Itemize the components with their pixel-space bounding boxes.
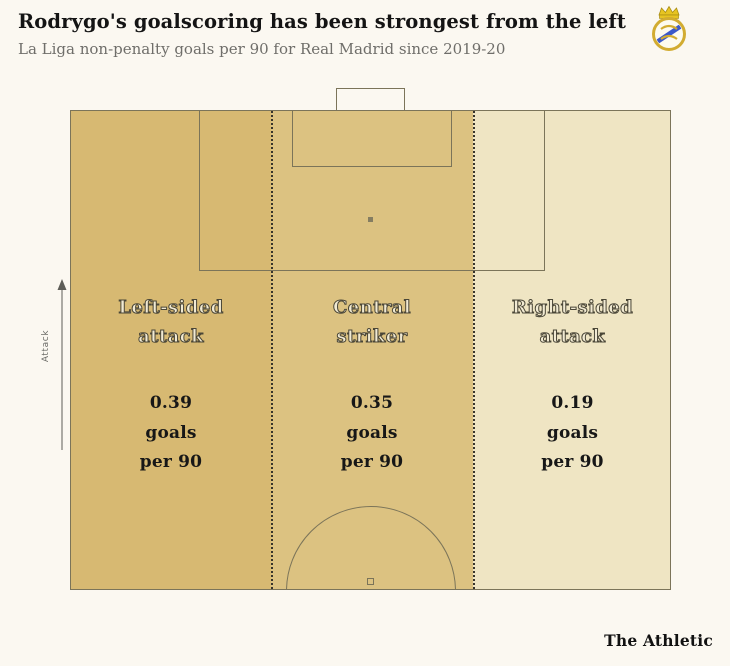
the-athletic-logo: The Athletic <box>604 631 713 650</box>
zone-right-attack: Right-sided attack 0.19 goals per 90 <box>473 111 670 589</box>
zone-center-label-line2: striker <box>336 326 408 348</box>
zone-left-label: Left-sided attack <box>71 293 271 351</box>
zone-right-label: Right-sided attack <box>473 293 670 351</box>
zone-right-value: 0.19 <box>551 393 594 413</box>
zone-center-stats: 0.35 goals per 90 <box>271 389 473 478</box>
center-spot <box>367 578 374 585</box>
zone-divider-right <box>473 111 475 589</box>
zone-divider-left <box>271 111 273 589</box>
zone-right-unit1: goals <box>546 422 599 443</box>
zone-center-label-line1: Central <box>333 297 412 319</box>
attack-direction-arrow-icon <box>57 279 67 450</box>
zone-right-label-line2: attack <box>539 326 606 348</box>
goal-box <box>336 88 405 111</box>
page-subtitle: La Liga non-penalty goals per 90 for Rea… <box>18 40 506 58</box>
zone-left-unit2: per 90 <box>139 452 203 472</box>
zone-right-label-line1: Right-sided <box>511 297 634 319</box>
zone-left-attack: Left-sided attack 0.39 goals per 90 <box>71 111 271 589</box>
real-madrid-crest-icon <box>652 5 686 51</box>
zone-left-unit1: goals <box>145 422 197 443</box>
pitch-field: Left-sided attack 0.39 goals per 90 Cent… <box>70 110 671 590</box>
zone-center-unit1: goals <box>346 422 398 443</box>
zone-left-label-line2: attack <box>138 326 204 348</box>
zone-right-stats: 0.19 goals per 90 <box>473 389 670 478</box>
zone-center-unit2: per 90 <box>340 452 404 472</box>
zone-left-stats: 0.39 goals per 90 <box>71 389 271 478</box>
penalty-area <box>199 111 545 271</box>
zone-center-value: 0.35 <box>350 393 394 413</box>
six-yard-box <box>292 111 452 167</box>
penalty-spot <box>368 217 373 222</box>
zone-left-label-line1: Left-sided <box>118 297 224 319</box>
pitch: Left-sided attack 0.39 goals per 90 Cent… <box>70 88 671 590</box>
page-title: Rodrygo's goalscoring has been strongest… <box>18 10 626 33</box>
zone-center-label: Central striker <box>271 293 473 351</box>
attack-label: Attack <box>41 329 51 363</box>
zone-left-value: 0.39 <box>149 393 193 413</box>
zone-right-unit2: per 90 <box>541 452 604 472</box>
